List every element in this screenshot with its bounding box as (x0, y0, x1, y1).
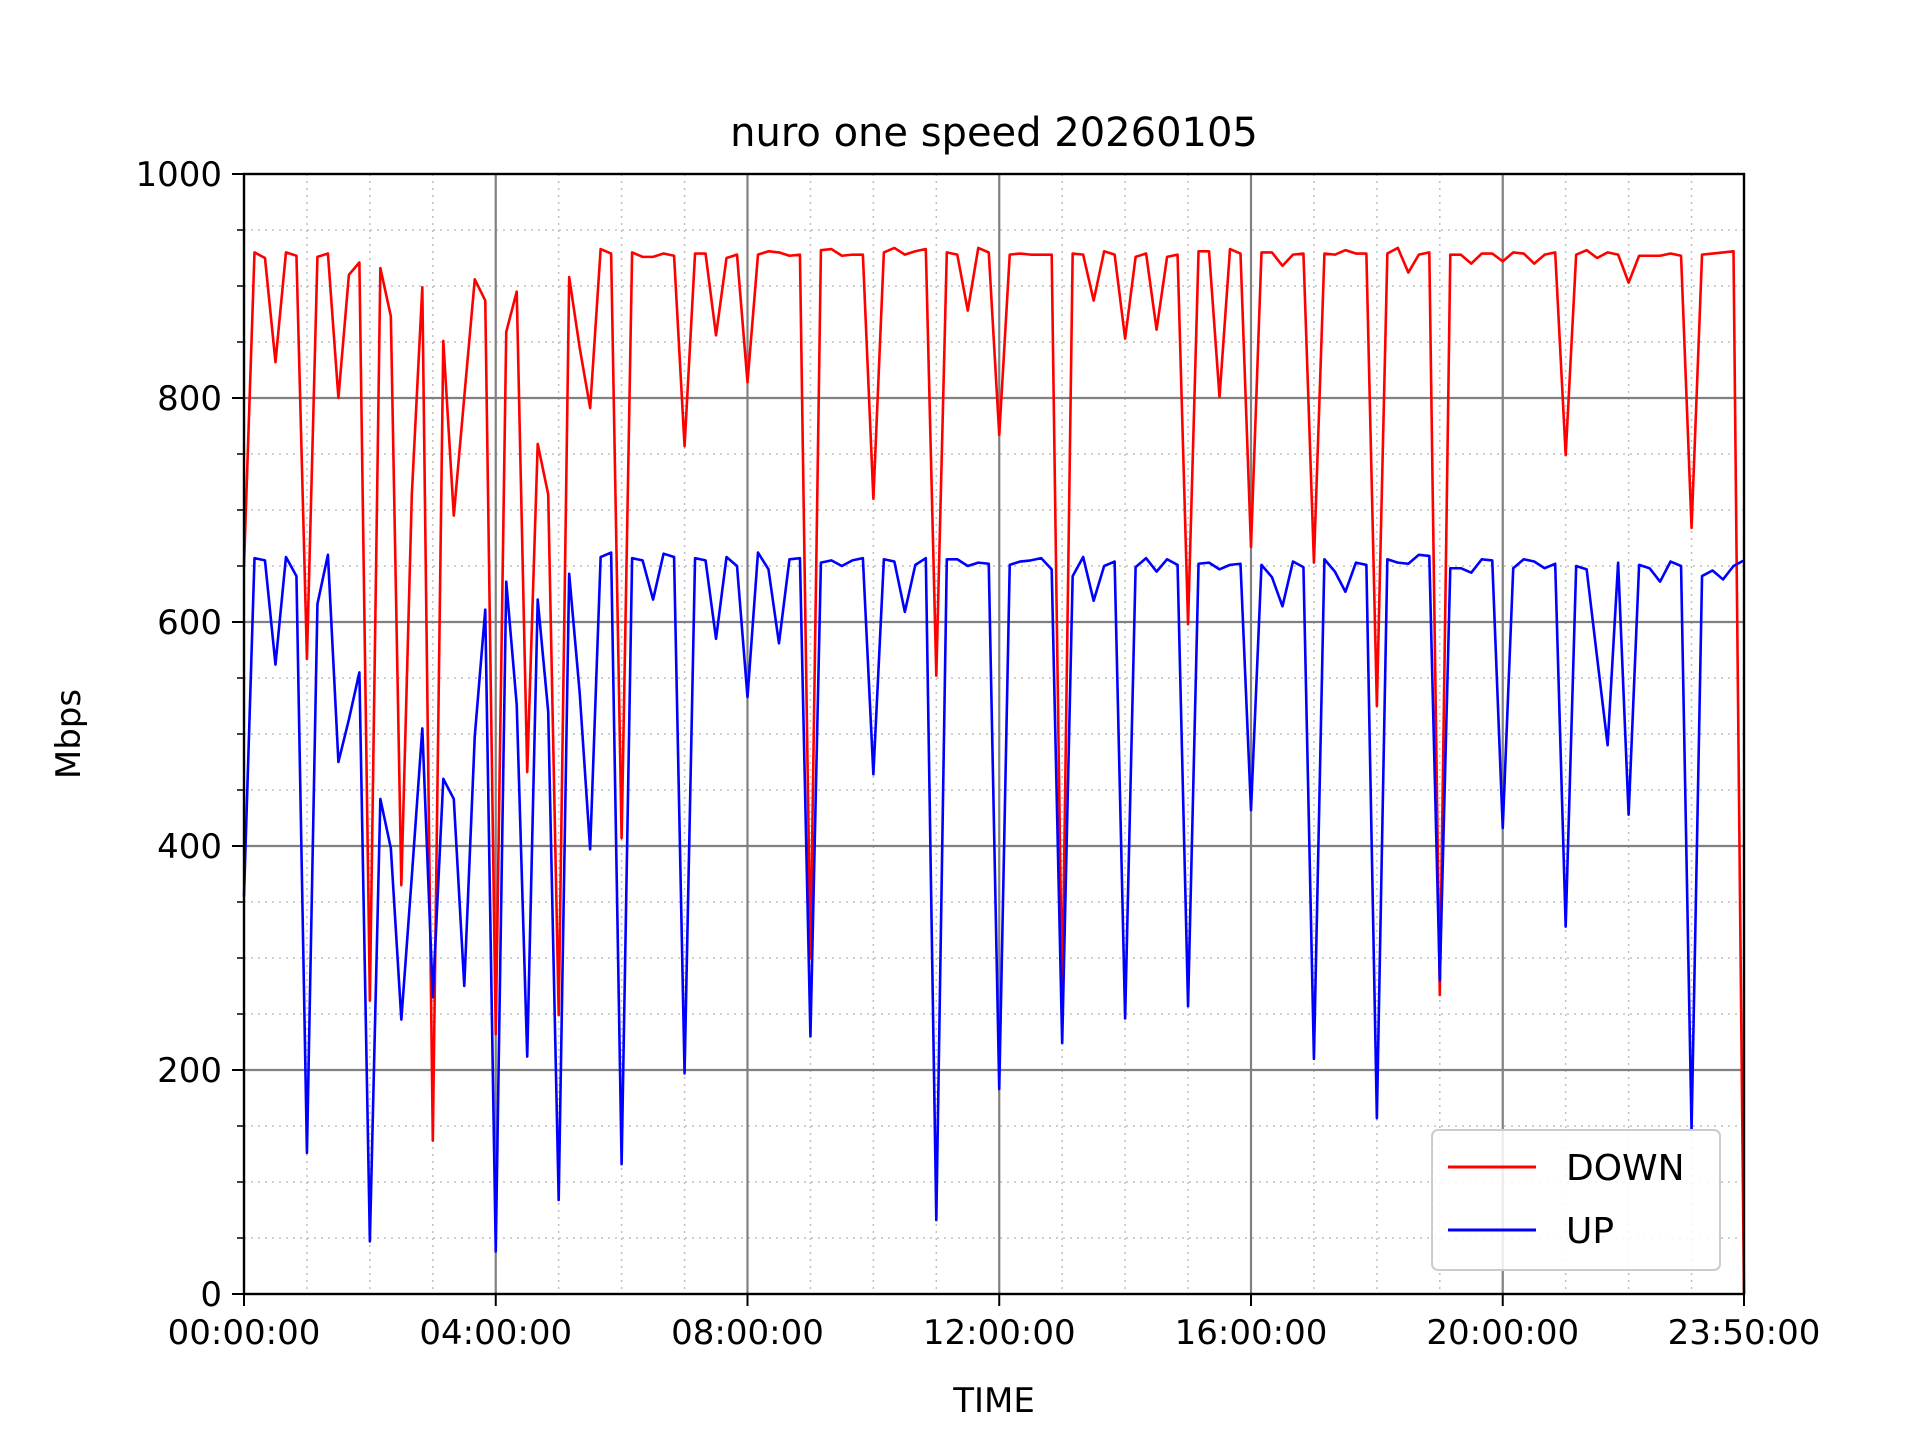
x-tick-label: 08:00:00 (671, 1313, 824, 1353)
x-tick-label: 00:00:00 (168, 1313, 321, 1353)
y-tick-label: 200 (157, 1051, 222, 1091)
x-tick-label: 16:00:00 (1175, 1313, 1328, 1353)
y-axis-label: Mbps (49, 689, 89, 779)
axis-ticks (232, 173, 1745, 1306)
series-line-up (242, 551, 1745, 1253)
legend-label-down: DOWN (1566, 1148, 1685, 1189)
major-grid (244, 174, 1744, 1294)
x-tick-label: 12:00:00 (923, 1313, 1076, 1353)
series-lines (242, 246, 1746, 1295)
legend-box (1431, 1129, 1721, 1271)
y-tick-label: 600 (157, 603, 222, 643)
y-tick-label: 400 (157, 827, 222, 867)
legend-label-up: UP (1566, 1211, 1614, 1252)
x-tick-label: 23:50:00 (1668, 1313, 1821, 1353)
y-tick-label: 0 (200, 1275, 222, 1315)
series-line-down (242, 246, 1746, 1295)
y-tick-labels: 0 200 400 600 800 1000 (135, 155, 222, 1315)
chart-title: nuro one speed 20260105 (730, 110, 1258, 156)
y-tick-label: 800 (157, 379, 222, 419)
x-axis-label: TIME (952, 1381, 1035, 1421)
y-tick-label: 1000 (135, 155, 222, 195)
x-tick-labels: 00:00:00 04:00:00 08:00:00 12:00:00 16:00:00… (168, 1313, 1821, 1353)
x-tick-label: 04:00:00 (419, 1313, 572, 1353)
x-tick-label: 20:00:00 (1426, 1313, 1579, 1353)
legend: DOWN UP (1431, 1129, 1721, 1271)
